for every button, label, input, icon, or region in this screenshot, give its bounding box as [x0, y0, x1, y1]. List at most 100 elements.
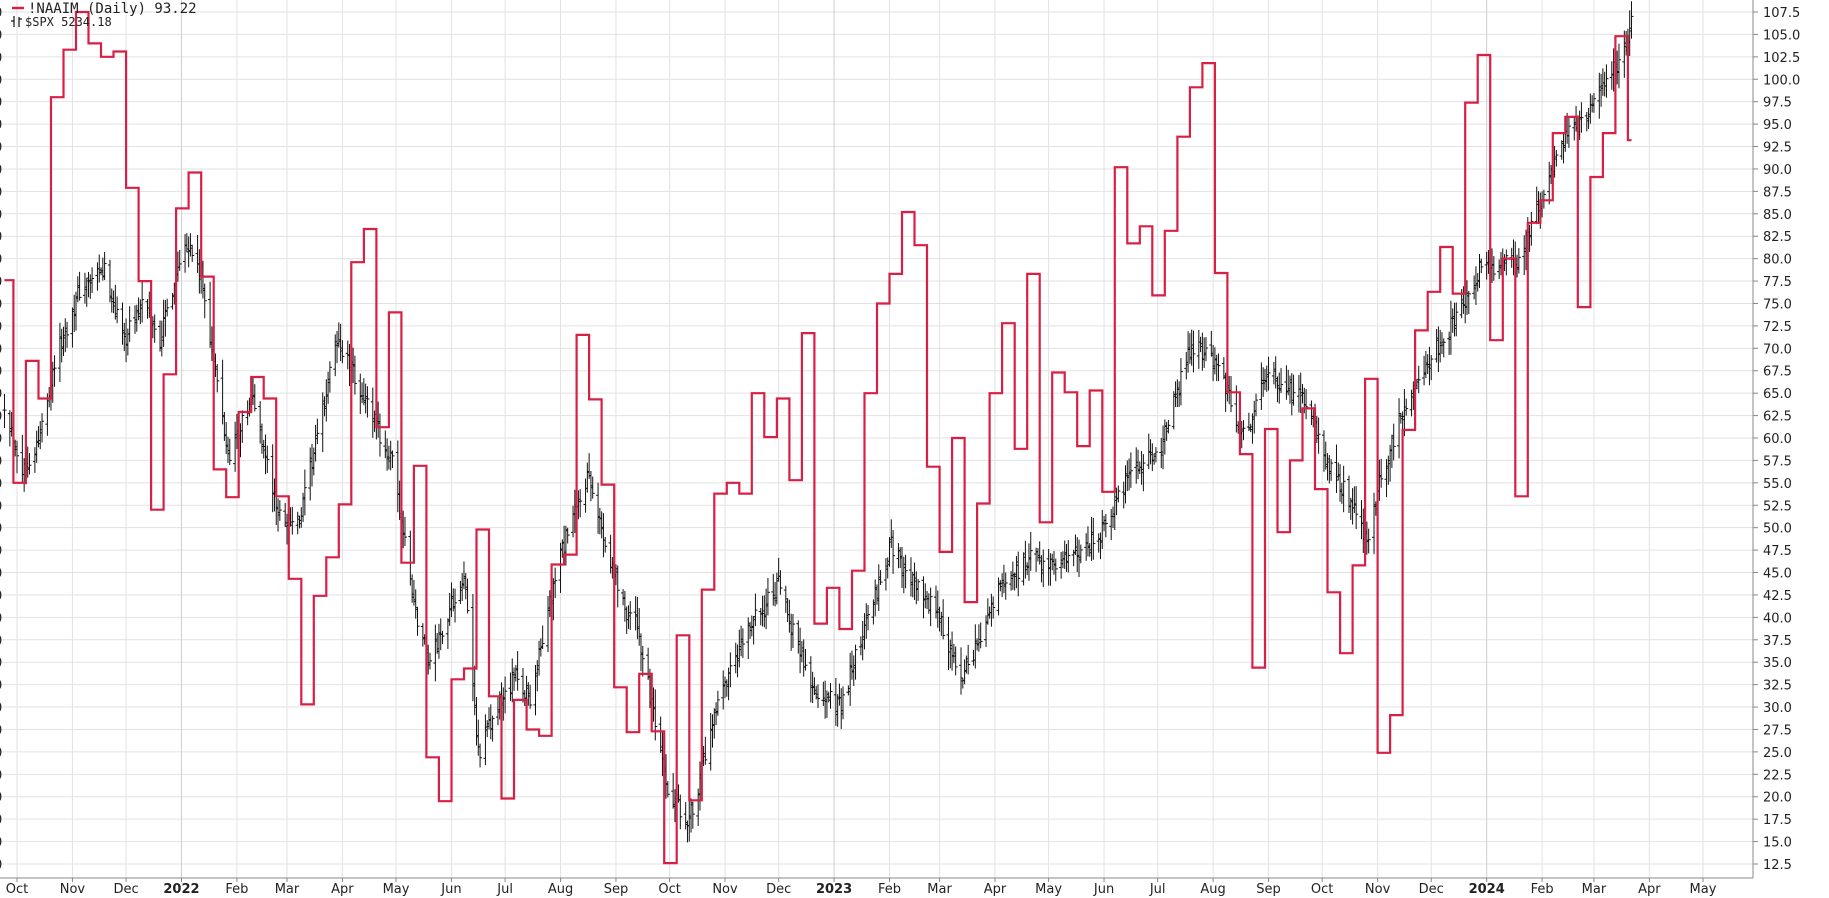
spx-bar: [1454, 302, 1459, 337]
spx-bar: [165, 298, 170, 317]
spx-bar: [628, 601, 633, 630]
y-tick-label: 45.0: [1763, 567, 1792, 582]
spx-bar: [1016, 551, 1021, 597]
spx-bar: [52, 355, 57, 387]
spx-bar: [1616, 43, 1621, 89]
y-tick-label: 102.5: [1763, 51, 1800, 66]
spx-bar: [415, 606, 420, 636]
y-tick-label-left: 0: [0, 51, 2, 66]
y-tick-label-left: 0: [0, 701, 2, 716]
spx-bar: [1103, 514, 1108, 538]
spx-bar: [27, 453, 32, 475]
y-tick-label: 52.5: [1763, 499, 1792, 514]
y-tick-label: 25.0: [1763, 746, 1792, 761]
y-tick-label-left: 0: [0, 746, 2, 761]
x-tick-label: Feb: [225, 882, 248, 897]
spx-bar: [503, 676, 508, 714]
spx-bar: [515, 651, 520, 691]
spx-bar: [1228, 376, 1233, 413]
spx-bar: [1279, 368, 1284, 394]
spx-bar: [1203, 337, 1208, 362]
spx-bar: [453, 588, 458, 623]
naaim-series: [4, 10, 1632, 865]
spx-bar: [1028, 531, 1033, 571]
spx-bar: [828, 683, 833, 709]
x-tick-label: Sep: [604, 882, 629, 897]
spx-bar: [803, 648, 808, 671]
y-tick-label-left: 0: [0, 297, 2, 312]
x-tick-label: Jun: [440, 882, 461, 897]
y-tick-label: 82.5: [1763, 230, 1792, 245]
y-tick-label: 65.0: [1763, 387, 1792, 402]
y-tick-label-left: 0: [0, 522, 2, 537]
x-tick-label: Feb: [1531, 882, 1554, 897]
spx-bar: [753, 593, 758, 627]
y-tick-label: 107.5: [1763, 6, 1800, 21]
spx-bar: [1604, 64, 1609, 98]
x-tick-label: Nov: [1365, 882, 1391, 897]
spx-bar: [1354, 486, 1359, 529]
x-tick-label: Jul: [1149, 882, 1166, 897]
y-tick-label-left: 0: [0, 723, 2, 738]
y-tick-label: 57.5: [1763, 454, 1792, 469]
spx-bar: [540, 625, 545, 650]
spx-bar: [690, 801, 695, 829]
y-tick-label: 75.0: [1763, 297, 1792, 312]
y-tick-label-left: 0: [0, 813, 2, 828]
y-tick-label: 50.0: [1763, 522, 1792, 537]
spx-bar: [1191, 330, 1196, 373]
spx-bar: [377, 413, 382, 457]
spx-bar: [715, 690, 720, 716]
spx-bar: [528, 684, 533, 709]
spx-bar: [815, 684, 820, 708]
x-tick-label: Dec: [1419, 882, 1444, 897]
x-tick-label: Oct: [6, 882, 28, 897]
spx-bar: [1254, 393, 1259, 417]
y-tick-label: 35.0: [1763, 656, 1792, 671]
y-tick-label: 97.5: [1763, 96, 1792, 111]
x-tick-label: Mar: [275, 882, 300, 897]
legend-label-naaim: !NAAIM (Daily) 93.22: [28, 1, 197, 17]
y-tick-label: 27.5: [1763, 723, 1792, 738]
y-tick-label-left: 0: [0, 28, 2, 43]
spx-bar: [340, 340, 345, 364]
spx-bar: [465, 578, 470, 614]
y-tick-label-left: 0: [0, 73, 2, 88]
y-tick-label: 87.5: [1763, 185, 1792, 200]
spx-bar: [327, 361, 332, 393]
y-tick-label: 22.5: [1763, 768, 1792, 783]
spx-bar: [227, 438, 232, 466]
spx-bar: [891, 530, 896, 574]
y-tick-label: 95.0: [1763, 118, 1792, 133]
spx-bar: [778, 570, 783, 595]
x-tick-label: Sep: [1256, 882, 1281, 897]
spx-bar: [365, 386, 370, 418]
spx-bar: [841, 686, 846, 720]
spx-bar: [1241, 420, 1246, 441]
spx-bar: [302, 469, 307, 516]
y-tick-label-left: 0: [0, 96, 2, 111]
x-tick-label: 2024: [1469, 882, 1505, 897]
y-tick-label-left: 0: [0, 768, 2, 783]
y-tick-label-left: 0: [0, 544, 2, 559]
y-tick-label: 80.0: [1763, 253, 1792, 268]
spx-bar: [177, 249, 182, 271]
spx-bar: [290, 506, 295, 535]
spx-bar: [603, 537, 608, 553]
spx-bar: [40, 413, 45, 443]
spx-bar: [1116, 485, 1121, 503]
y-tick-label-left: 0: [0, 387, 2, 402]
y-tick-label-left: 0: [0, 858, 2, 873]
spx-bar: [277, 500, 282, 521]
spx-bar: [1366, 528, 1371, 554]
spx-bar: [578, 489, 583, 518]
spx-bar: [115, 296, 120, 324]
y-tick-label-left: 0: [0, 791, 2, 806]
y-tick-label-left: 0: [0, 163, 2, 178]
spx-bar: [1341, 465, 1346, 513]
y-tick-label: 40.0: [1763, 611, 1792, 626]
spx-bar: [478, 743, 483, 768]
x-tick-label: Nov: [712, 882, 738, 897]
